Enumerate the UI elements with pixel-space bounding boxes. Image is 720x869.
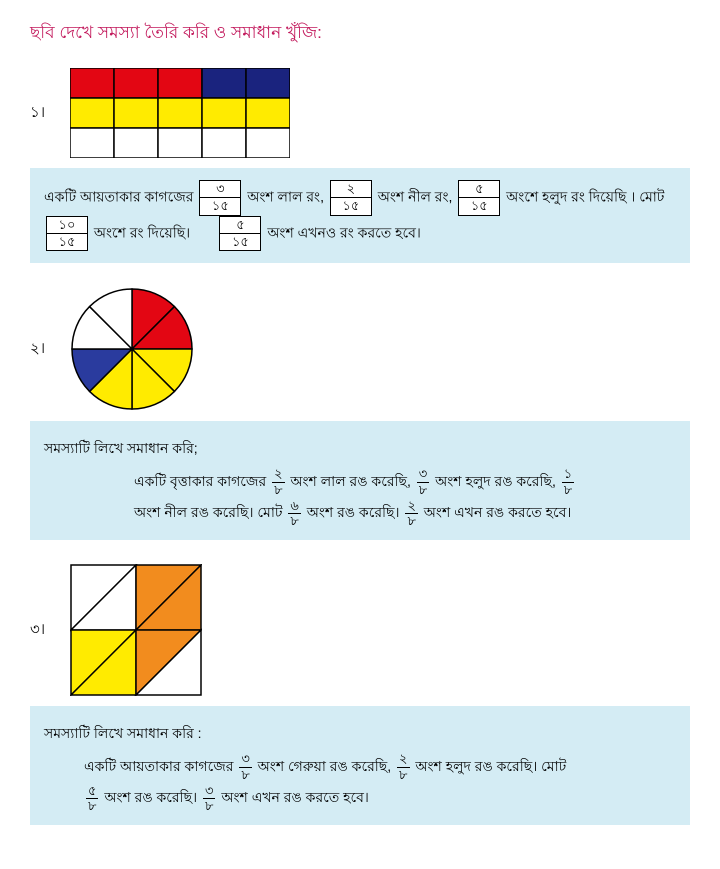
q3-frac1: ৩৮	[239, 752, 251, 782]
q3-text: অংশ হলুদ রঙ করেছি। মোট	[415, 758, 566, 774]
q3-text: একটি আয়তাকার কাগজের	[84, 758, 237, 774]
q3-text: অংশ গেরুয়া রঙ করেছি,	[258, 758, 395, 774]
q1-text: অংশে হলুদ রং দিয়েছি । মোট	[506, 189, 664, 205]
q1-frac1: ৩১৫	[199, 180, 241, 216]
q2-frac2: ৩৮	[417, 467, 429, 497]
q2-frac4: ৬৮	[288, 499, 300, 529]
q2-label: সমস্যাটি লিখে সমাধান করি;	[44, 433, 676, 464]
q3-label: সমস্যাটি লিখে সমাধান করি :	[44, 718, 676, 749]
q1-grid	[70, 68, 290, 158]
page-title: ছবি দেখে সমস্যা তৈরি করি ও সমাধান খুঁজি:	[30, 20, 690, 48]
q1-text: একটি আয়তাকার কাগজের	[44, 189, 193, 205]
q3-frac4: ৩৮	[203, 784, 215, 814]
q1-number: ১।	[30, 101, 70, 126]
q2-text: অংশ এখন রঙ করতে হবে।	[424, 504, 572, 520]
q3-number: ৩।	[30, 618, 70, 643]
q1-frac4: ১০১৫	[46, 216, 88, 252]
q2-frac1: ২৮	[272, 467, 284, 497]
q2-pie	[70, 287, 194, 411]
q3-text: অংশ রঙ করেছি।	[104, 789, 201, 805]
q2-text: অংশ রঙ করেছি।	[307, 504, 400, 520]
q2-text: অংশ হলুদ রঙ করেছি,	[435, 473, 560, 489]
q2-answer: সমস্যাটি লিখে সমাধান করি; একটি বৃত্তাকার…	[30, 421, 690, 540]
q3-frac2: ২৮	[397, 752, 409, 782]
q1-text: অংশ এখনও রং করতে হবে।	[267, 224, 421, 240]
q2-number: ২।	[30, 337, 70, 362]
q2-text: অংশ নীল রঙ করেছি। মোট	[134, 504, 283, 520]
q2-frac3: ১৮	[562, 467, 574, 497]
q3-square	[70, 564, 202, 696]
q1-text: অংশ নীল রং,	[378, 189, 457, 205]
q1-frac3: ৫১৫	[458, 180, 500, 216]
q2-text: অংশ লাল রঙ করেছি,	[290, 473, 414, 489]
q3-frac3: ৫৮	[86, 784, 98, 814]
q2-frac5: ২৮	[405, 499, 417, 529]
q1-answer: একটি আয়তাকার কাগজের ৩১৫ অংশ লাল রং, ২১৫…	[30, 168, 690, 263]
q1-text: অংশ লাল রং,	[247, 189, 328, 205]
q2-text: একটি বৃত্তাকার কাগজের	[134, 473, 270, 489]
q1-text: অংশে রং দিয়েছি।	[94, 224, 190, 240]
q3-text: অংশ এখন রঙ করতে হবে।	[221, 789, 369, 805]
q1-frac5: ৫১৫	[219, 216, 261, 252]
q1-frac2: ২১৫	[330, 180, 372, 216]
q3-answer: সমস্যাটি লিখে সমাধান করি : একটি আয়তাকার…	[30, 706, 690, 825]
